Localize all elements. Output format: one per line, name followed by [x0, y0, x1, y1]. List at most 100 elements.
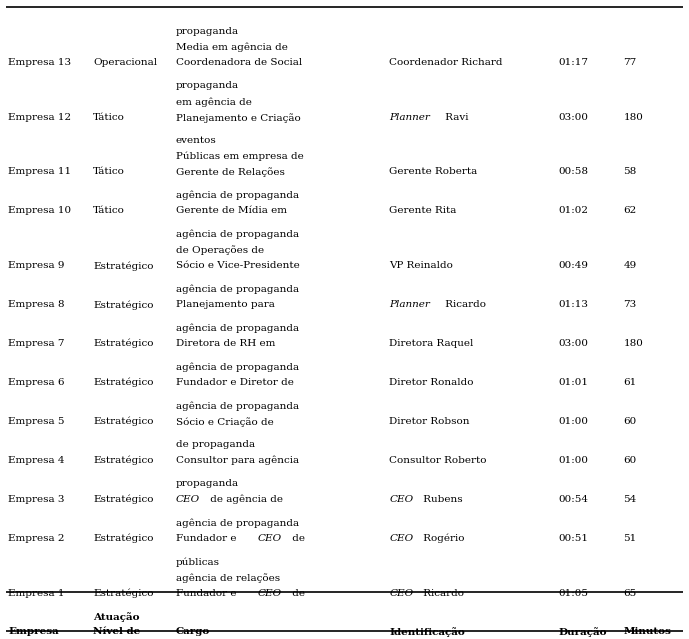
Text: 49: 49: [624, 261, 637, 270]
Text: Diretor Ronaldo: Diretor Ronaldo: [389, 378, 474, 387]
Text: Diretora de RH em: Diretora de RH em: [176, 339, 275, 348]
Text: Empresa: Empresa: [8, 627, 59, 636]
Text: Operacional: Operacional: [93, 58, 157, 67]
Text: 00:54: 00:54: [558, 495, 588, 504]
Text: 51: 51: [624, 534, 637, 543]
Text: de: de: [289, 589, 305, 597]
Text: Estratégico: Estratégico: [93, 534, 154, 543]
Text: Planner: Planner: [389, 300, 430, 309]
Text: Cargo: Cargo: [176, 627, 210, 636]
Text: CEO: CEO: [389, 589, 413, 597]
Text: Ravi: Ravi: [442, 112, 469, 122]
Text: Gerente de Relações: Gerente de Relações: [176, 167, 285, 177]
Text: Rubens: Rubens: [420, 495, 463, 504]
Text: Nível de: Nível de: [93, 627, 141, 636]
Text: 01:00: 01:00: [558, 456, 588, 465]
Text: 01:01: 01:01: [558, 378, 588, 387]
Text: 03:00: 03:00: [558, 112, 588, 122]
Text: Empresa 4: Empresa 4: [8, 456, 65, 465]
Text: Estratégico: Estratégico: [93, 378, 154, 387]
Text: Coordenador Richard: Coordenador Richard: [389, 58, 503, 67]
Text: Planejamento e Criação: Planejamento e Criação: [176, 112, 300, 123]
Text: agência de propaganda: agência de propaganda: [176, 362, 299, 372]
Text: Minutos: Minutos: [624, 627, 671, 636]
Text: Estratégico: Estratégico: [93, 495, 154, 504]
Text: agência de propaganda: agência de propaganda: [176, 284, 299, 294]
Text: Ricardo: Ricardo: [420, 589, 464, 597]
Text: Empresa 13: Empresa 13: [8, 58, 72, 67]
Text: 65: 65: [624, 589, 637, 597]
Text: agência de propaganda: agência de propaganda: [176, 191, 299, 200]
Text: Estratégico: Estratégico: [93, 417, 154, 426]
Text: CEO: CEO: [258, 589, 282, 597]
Text: Consultor para agência: Consultor para agência: [176, 456, 299, 465]
Text: Tático: Tático: [93, 167, 125, 176]
Text: 180: 180: [624, 112, 644, 122]
Text: CEO: CEO: [389, 495, 413, 504]
Text: Públicas em empresa de: Públicas em empresa de: [176, 152, 303, 161]
Text: Empresa 6: Empresa 6: [8, 378, 65, 387]
Text: Sócio e Criação de: Sócio e Criação de: [176, 417, 274, 427]
Text: Gerente Roberta: Gerente Roberta: [389, 167, 477, 176]
Text: Estratégico: Estratégico: [93, 261, 154, 270]
Text: Planejamento para: Planejamento para: [176, 300, 275, 309]
Text: Sócio e Vice-Presidente: Sócio e Vice-Presidente: [176, 261, 300, 270]
Text: de agência de: de agência de: [207, 495, 282, 504]
Text: 54: 54: [624, 495, 637, 504]
Text: 00:58: 00:58: [558, 167, 588, 176]
Text: Estratégico: Estratégico: [93, 456, 154, 465]
Text: Tático: Tático: [93, 112, 125, 122]
Text: CEO: CEO: [389, 534, 413, 543]
Text: 62: 62: [624, 206, 637, 215]
Text: Empresa 10: Empresa 10: [8, 206, 72, 215]
Text: Empresa 7: Empresa 7: [8, 339, 65, 348]
Text: Empresa 11: Empresa 11: [8, 167, 72, 176]
Text: públicas: públicas: [176, 557, 220, 567]
Text: Fundador e Diretor de: Fundador e Diretor de: [176, 378, 294, 387]
Text: Fundador e: Fundador e: [176, 589, 240, 597]
Text: Diretor Robson: Diretor Robson: [389, 417, 470, 426]
Text: de Operações de: de Operações de: [176, 245, 264, 255]
Text: 01:17: 01:17: [558, 58, 588, 67]
Text: 00:51: 00:51: [558, 534, 588, 543]
Text: Estratégico: Estratégico: [93, 339, 154, 348]
Text: Tático: Tático: [93, 206, 125, 215]
Text: propaganda: propaganda: [176, 479, 239, 488]
Text: 73: 73: [624, 300, 637, 309]
Text: 77: 77: [624, 58, 637, 67]
Text: Fundador e: Fundador e: [176, 534, 240, 543]
Text: Empresa 9: Empresa 9: [8, 261, 65, 270]
Text: Duração: Duração: [558, 627, 606, 638]
Text: Diretora Raquel: Diretora Raquel: [389, 339, 473, 348]
Text: Media em agência de: Media em agência de: [176, 42, 287, 52]
Text: em agência de: em agência de: [176, 97, 251, 107]
Text: Planner: Planner: [389, 112, 430, 122]
Text: 60: 60: [624, 417, 637, 426]
Text: 01:02: 01:02: [558, 206, 588, 215]
Text: Coordenadora de Social: Coordenadora de Social: [176, 58, 302, 67]
Text: 03:00: 03:00: [558, 339, 588, 348]
Text: 01:05: 01:05: [558, 589, 588, 597]
Text: CEO: CEO: [176, 495, 200, 504]
Text: Consultor Roberto: Consultor Roberto: [389, 456, 487, 465]
Text: eventos: eventos: [176, 136, 216, 145]
Text: propaganda: propaganda: [176, 27, 239, 36]
Text: agência de propaganda: agência de propaganda: [176, 401, 299, 411]
Text: Empresa 5: Empresa 5: [8, 417, 65, 426]
Text: 01:13: 01:13: [558, 300, 588, 309]
Text: 01:00: 01:00: [558, 417, 588, 426]
Text: agência de propaganda: agência de propaganda: [176, 323, 299, 333]
Text: Atuação: Atuação: [93, 612, 139, 622]
Text: 180: 180: [624, 339, 644, 348]
Text: Empresa 12: Empresa 12: [8, 112, 72, 122]
Text: agência de relações: agência de relações: [176, 573, 280, 583]
Text: Estratégico: Estratégico: [93, 300, 154, 309]
Text: Empresa 3: Empresa 3: [8, 495, 65, 504]
Text: 00:49: 00:49: [558, 261, 588, 270]
Text: VP Reinaldo: VP Reinaldo: [389, 261, 453, 270]
Text: 58: 58: [624, 167, 637, 176]
Text: Rogério: Rogério: [420, 534, 465, 543]
Text: Ricardo: Ricardo: [442, 300, 486, 309]
Text: CEO: CEO: [258, 534, 282, 543]
Text: propaganda: propaganda: [176, 81, 239, 91]
